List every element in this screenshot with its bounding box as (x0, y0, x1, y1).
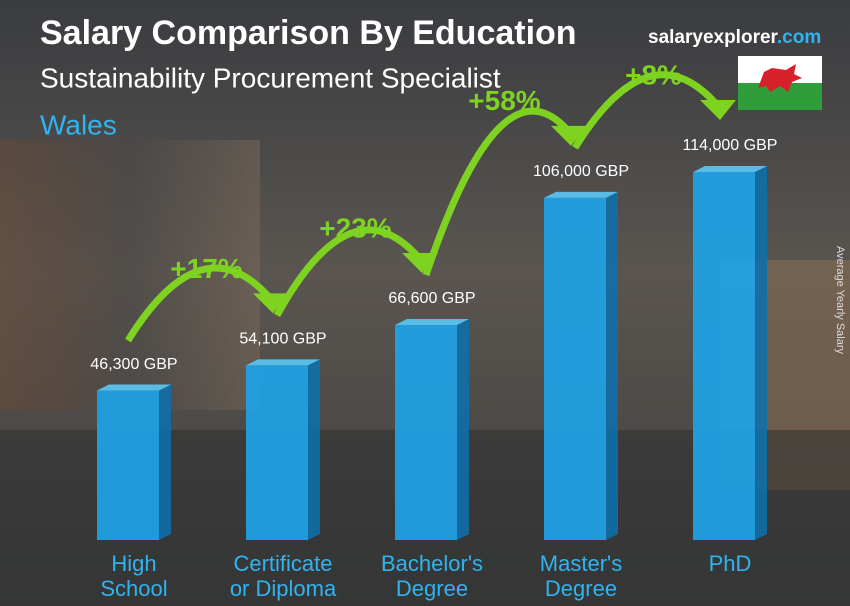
bar-top (693, 166, 767, 172)
change-label: +58% (468, 85, 540, 116)
flag (738, 56, 822, 110)
bar-side (308, 359, 320, 540)
title: Salary Comparison By Education (40, 14, 577, 52)
bar-top (395, 319, 469, 326)
bar (246, 365, 308, 540)
value-label: 46,300 GBP (90, 356, 177, 373)
x-tick-label: High School (100, 551, 168, 601)
x-tick-label: Master's Degree (539, 551, 623, 601)
arrow-head (700, 100, 736, 120)
bar-side (159, 384, 171, 540)
location: Wales (40, 109, 117, 140)
bar (395, 325, 457, 540)
bar-top (246, 359, 320, 366)
arrow-head (551, 125, 587, 146)
value-label: 54,100 GBP (239, 331, 326, 348)
y-axis-label: Average Yearly Salary (834, 246, 846, 355)
value-label: 114,000 GBP (683, 137, 778, 154)
bar-top (544, 191, 618, 198)
change-label: +8% (625, 59, 682, 90)
change-arrow (125, 264, 274, 343)
brand-domain: .com (777, 27, 821, 48)
arrow-head (253, 293, 289, 314)
change-arrow (422, 107, 572, 277)
value-label: 106,000 GBP (533, 163, 629, 180)
change-arrow (273, 226, 423, 318)
bar-side (606, 191, 618, 540)
value-label: 66,600 GBP (388, 290, 475, 307)
brand: salaryexplorer.com (648, 27, 821, 48)
change-label: +17% (170, 253, 242, 284)
change-arrow (572, 71, 721, 150)
bar (693, 172, 755, 540)
subtitle: Sustainability Procurement Specialist (40, 62, 501, 93)
x-tick-label: Certificate or Diploma (229, 551, 337, 601)
x-tick-label: Bachelor's Degree (380, 551, 484, 601)
bar-side (755, 166, 767, 540)
brand-name: salaryexplorer (648, 27, 779, 48)
change-label: +23% (319, 212, 391, 243)
x-tick-label: PhD (708, 551, 752, 576)
bar (97, 390, 159, 540)
shelves (0, 140, 260, 410)
bar (544, 197, 606, 540)
bar-top (97, 384, 171, 391)
bar-side (457, 319, 469, 540)
